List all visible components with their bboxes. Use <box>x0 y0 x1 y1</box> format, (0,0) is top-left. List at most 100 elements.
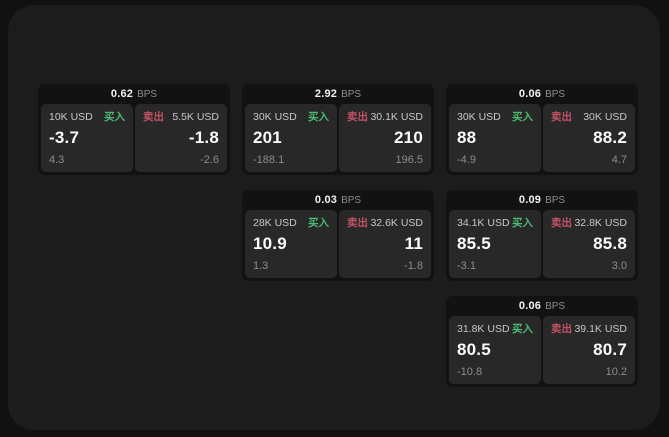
bps-unit: BPS <box>545 88 566 100</box>
bps-unit: BPS <box>341 194 362 206</box>
buy-size: 31.8K USD <box>457 323 510 335</box>
sell-tag: 卖出 <box>143 111 164 123</box>
quote-card: 0.62 BPS 10K USD 买入 -3.7 4.3 卖出 5.5K USD… <box>38 84 230 175</box>
bps-value: 0.06 <box>518 300 542 312</box>
card-body: 30K USD 买入 88 -4.9 卖出 30K USD 88.2 4.7 <box>446 104 638 175</box>
sell-panel[interactable]: 卖出 30K USD 88.2 4.7 <box>543 104 635 172</box>
card-header: 0.06 BPS <box>446 84 638 104</box>
sell-delta: 10.2 <box>605 366 627 378</box>
card-grid: 0.62 BPS 10K USD 买入 -3.7 4.3 卖出 5.5K USD… <box>38 84 638 387</box>
buy-panel[interactable]: 30K USD 买入 201 -188.1 <box>245 104 337 172</box>
sell-tag: 卖出 <box>551 323 572 335</box>
sell-tag: 卖出 <box>347 217 368 229</box>
card-header: 0.03 BPS <box>242 190 434 210</box>
buy-size: 28K USD <box>253 217 297 229</box>
buy-panel[interactable]: 30K USD 买入 88 -4.9 <box>449 104 541 172</box>
card-body: 28K USD 买入 10.9 1.3 卖出 32.6K USD 11 -1.8 <box>242 210 434 281</box>
buy-price: 10.9 <box>253 234 287 253</box>
sell-size: 32.8K USD <box>574 217 627 229</box>
sell-top-row: 卖出 32.8K USD <box>551 217 627 229</box>
buy-panel[interactable]: 10K USD 买入 -3.7 4.3 <box>41 104 133 172</box>
sell-delta: 4.7 <box>611 154 627 166</box>
quote-card: 2.92 BPS 30K USD 买入 201 -188.1 卖出 30.1K … <box>242 84 434 175</box>
sell-price: 80.7 <box>593 340 627 359</box>
bps-unit: BPS <box>545 194 566 206</box>
sell-size: 5.5K USD <box>172 111 219 123</box>
sell-panel[interactable]: 卖出 30.1K USD 210 196.5 <box>339 104 431 172</box>
sell-delta: -2.6 <box>200 154 219 166</box>
buy-size: 30K USD <box>457 111 501 123</box>
buy-panel[interactable]: 28K USD 买入 10.9 1.3 <box>245 210 337 278</box>
bps-value: 0.62 <box>110 88 134 100</box>
sell-price: 88.2 <box>593 128 627 147</box>
buy-size: 34.1K USD <box>457 217 510 229</box>
sell-top-row: 卖出 39.1K USD <box>551 323 627 335</box>
card-header: 0.09 BPS <box>446 190 638 210</box>
sell-size: 39.1K USD <box>574 323 627 335</box>
sell-top-row: 卖出 5.5K USD <box>143 111 219 123</box>
card-header: 0.62 BPS <box>38 84 230 104</box>
bps-value: 0.06 <box>518 88 542 100</box>
quote-card: 0.09 BPS 34.1K USD 买入 85.5 -3.1 卖出 32.8K… <box>446 190 638 281</box>
buy-size: 10K USD <box>49 111 93 123</box>
sell-tag: 卖出 <box>347 111 368 123</box>
buy-panel[interactable]: 31.8K USD 买入 80.5 -10.8 <box>449 316 541 384</box>
sell-panel[interactable]: 卖出 32.8K USD 85.8 3.0 <box>543 210 635 278</box>
sell-delta: 196.5 <box>395 154 423 166</box>
card-header: 0.06 BPS <box>446 296 638 316</box>
buy-top-row: 30K USD 买入 <box>457 111 533 123</box>
sell-price: 85.8 <box>593 234 627 253</box>
buy-price: 85.5 <box>457 234 491 253</box>
bps-unit: BPS <box>545 300 566 312</box>
sell-panel[interactable]: 卖出 39.1K USD 80.7 10.2 <box>543 316 635 384</box>
sell-price: -1.8 <box>188 128 219 147</box>
buy-delta: 4.3 <box>49 154 65 166</box>
buy-price: 80.5 <box>457 340 491 359</box>
sell-panel[interactable]: 卖出 5.5K USD -1.8 -2.6 <box>135 104 227 172</box>
sell-tag: 卖出 <box>551 111 572 123</box>
trading-panel: 0.62 BPS 10K USD 买入 -3.7 4.3 卖出 5.5K USD… <box>8 5 660 430</box>
sell-size: 32.6K USD <box>370 217 423 229</box>
buy-size: 30K USD <box>253 111 297 123</box>
bps-value: 2.92 <box>314 88 338 100</box>
buy-top-row: 28K USD 买入 <box>253 217 329 229</box>
buy-delta: -188.1 <box>253 154 285 166</box>
buy-top-row: 34.1K USD 买入 <box>457 217 533 229</box>
card-body: 10K USD 买入 -3.7 4.3 卖出 5.5K USD -1.8 -2.… <box>38 104 230 175</box>
quote-card: 0.03 BPS 28K USD 买入 10.9 1.3 卖出 32.6K US… <box>242 190 434 281</box>
quote-card: 0.06 BPS 30K USD 买入 88 -4.9 卖出 30K USD 8… <box>446 84 638 175</box>
sell-tag: 卖出 <box>551 217 572 229</box>
sell-panel[interactable]: 卖出 32.6K USD 11 -1.8 <box>339 210 431 278</box>
buy-tag: 买入 <box>512 323 533 335</box>
bps-unit: BPS <box>341 88 362 100</box>
sell-top-row: 卖出 30.1K USD <box>347 111 423 123</box>
bps-value: 0.09 <box>518 194 542 206</box>
buy-tag: 买入 <box>104 111 125 123</box>
sell-delta: 3.0 <box>611 260 627 272</box>
buy-price: -3.7 <box>49 128 80 147</box>
sell-size: 30.1K USD <box>370 111 423 123</box>
buy-price: 201 <box>253 128 282 147</box>
sell-price: 210 <box>394 128 423 147</box>
buy-tag: 买入 <box>512 217 533 229</box>
buy-tag: 买入 <box>512 111 533 123</box>
buy-delta: -10.8 <box>457 366 483 378</box>
quote-card: 0.06 BPS 31.8K USD 买入 80.5 -10.8 卖出 39.1… <box>446 296 638 387</box>
buy-tag: 买入 <box>308 217 329 229</box>
buy-top-row: 30K USD 买入 <box>253 111 329 123</box>
buy-delta: 1.3 <box>253 260 269 272</box>
buy-top-row: 10K USD 买入 <box>49 111 125 123</box>
card-body: 31.8K USD 买入 80.5 -10.8 卖出 39.1K USD 80.… <box>446 316 638 387</box>
sell-size: 30K USD <box>583 111 627 123</box>
buy-delta: -4.9 <box>457 154 476 166</box>
card-body: 30K USD 买入 201 -188.1 卖出 30.1K USD 210 1… <box>242 104 434 175</box>
buy-top-row: 31.8K USD 买入 <box>457 323 533 335</box>
bps-unit: BPS <box>137 88 158 100</box>
bps-value: 0.03 <box>314 194 338 206</box>
sell-price: 11 <box>404 234 423 253</box>
card-header: 2.92 BPS <box>242 84 434 104</box>
sell-top-row: 卖出 32.6K USD <box>347 217 423 229</box>
buy-price: 88 <box>457 128 477 147</box>
buy-panel[interactable]: 34.1K USD 买入 85.5 -3.1 <box>449 210 541 278</box>
sell-top-row: 卖出 30K USD <box>551 111 627 123</box>
